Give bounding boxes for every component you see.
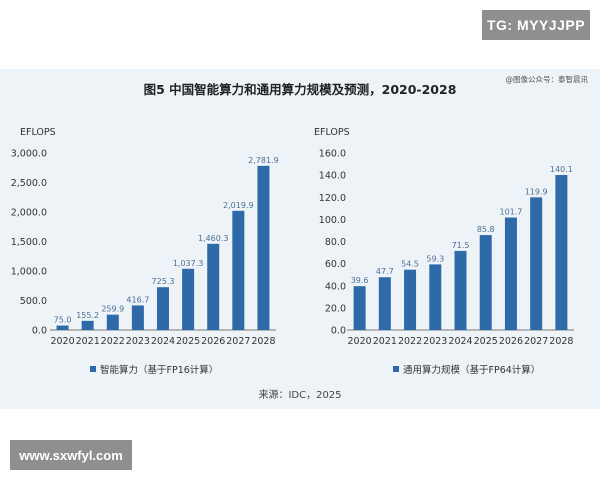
y-tick-label: 160.0 bbox=[319, 149, 346, 160]
bar-data-label: 59.3 bbox=[426, 254, 444, 263]
legend-swatch bbox=[393, 366, 399, 372]
y-tick-label: 2,000.0 bbox=[11, 208, 47, 219]
bar bbox=[56, 325, 69, 330]
chart-intelligent-compute: EFLOPS 0.0 500.0 1,000.0 1,500.0 2,000.0 2,500… bbox=[11, 127, 279, 376]
bar bbox=[81, 320, 94, 330]
bar-data-label: 54.5 bbox=[401, 260, 419, 269]
bar-data-label: 39.6 bbox=[351, 276, 369, 285]
bar bbox=[257, 165, 270, 330]
bar bbox=[207, 243, 220, 330]
bar bbox=[232, 210, 245, 330]
y-tick-label: 60.0 bbox=[325, 259, 346, 270]
bar-data-label: 416.7 bbox=[126, 295, 149, 304]
x-tick-label: 2023 bbox=[423, 336, 447, 347]
y-tick-label: 500.0 bbox=[20, 296, 47, 307]
x-tick-label: 2026 bbox=[201, 336, 225, 347]
bar-data-label: 119.9 bbox=[525, 187, 548, 196]
bar bbox=[353, 286, 366, 330]
y-tick-label: 80.0 bbox=[325, 237, 346, 248]
bar-data-label: 101.7 bbox=[499, 207, 522, 216]
y-tick-label: 1,000.0 bbox=[11, 267, 47, 278]
x-tick-label: 2021 bbox=[76, 336, 100, 347]
bar bbox=[106, 314, 119, 330]
x-tick-label: 2024 bbox=[448, 336, 472, 347]
bar bbox=[378, 277, 391, 330]
x-tick-label: 2021 bbox=[373, 336, 397, 347]
bar bbox=[131, 305, 144, 330]
y-tick-label: 3,000.0 bbox=[11, 149, 47, 160]
x-tick-label: 2025 bbox=[176, 336, 200, 347]
x-tick-label: 2020 bbox=[348, 336, 372, 347]
bar bbox=[530, 197, 543, 330]
legend-swatch bbox=[90, 366, 96, 372]
x-tick-label: 2023 bbox=[126, 336, 150, 347]
y-tick-label: 2,500.0 bbox=[11, 178, 47, 189]
x-tick-label: 2022 bbox=[398, 336, 422, 347]
figure-title: 图5 中国智能算力和通用算力规模及预测，2020-2028 bbox=[143, 82, 457, 97]
bar-data-label: 2,781.9 bbox=[248, 156, 279, 165]
y-tick-label: 0.0 bbox=[331, 326, 346, 337]
legend-entry: 通用算力规模（基于FP64计算） bbox=[403, 364, 540, 376]
figure-source: 来源：IDC，2025 bbox=[258, 390, 342, 401]
x-tick-label: 2027 bbox=[524, 336, 548, 347]
x-tick-label: 2020 bbox=[50, 336, 74, 347]
x-tick-label: 2028 bbox=[549, 336, 573, 347]
bar-data-label: 1,460.3 bbox=[198, 234, 229, 243]
bar-data-label: 1,037.3 bbox=[173, 259, 204, 268]
y-tick-label: 1,500.0 bbox=[11, 237, 47, 248]
bar bbox=[404, 269, 417, 330]
bar-data-label: 725.3 bbox=[152, 277, 175, 286]
bar-data-label: 259.9 bbox=[101, 305, 124, 314]
bar-data-label: 85.8 bbox=[477, 225, 495, 234]
y-unit-label: EFLOPS bbox=[314, 127, 350, 138]
bar-data-label: 140.1 bbox=[550, 165, 573, 174]
figure-credit: @图像公众号：泰智晨讯 bbox=[505, 75, 589, 84]
y-tick-label: 40.0 bbox=[325, 281, 346, 292]
watermark-bottom-left: www.sxwfyl.com bbox=[10, 440, 132, 470]
x-tick-label: 2027 bbox=[226, 336, 250, 347]
x-tick-label: 2024 bbox=[151, 336, 175, 347]
y-unit-label: EFLOPS bbox=[20, 127, 56, 138]
x-tick-label: 2022 bbox=[101, 336, 125, 347]
bar-data-label: 2,019.9 bbox=[223, 201, 254, 210]
x-tick-label: 2026 bbox=[499, 336, 523, 347]
figure-panel: 图5 中国智能算力和通用算力规模及预测，2020-2028 @图像公众号：泰智晨… bbox=[0, 69, 600, 409]
bar bbox=[555, 175, 568, 330]
bar-data-label: 47.7 bbox=[376, 267, 394, 276]
y-tick-label: 20.0 bbox=[325, 303, 346, 314]
bar-data-label: 155.2 bbox=[76, 311, 99, 320]
chart-general-compute: EFLOPS 0.0 20.0 40.0 60.0 80.0 100.0 120.0 140.0… bbox=[314, 127, 574, 376]
y-tick-label: 100.0 bbox=[319, 215, 346, 226]
y-tick-label: 120.0 bbox=[319, 193, 346, 204]
y-tick-label: 140.0 bbox=[319, 171, 346, 182]
x-tick-label: 2028 bbox=[251, 336, 275, 347]
x-tick-label: 2025 bbox=[474, 336, 498, 347]
bar bbox=[479, 235, 492, 330]
bar bbox=[157, 287, 169, 330]
bar bbox=[504, 217, 517, 330]
legend-entry: 智能算力（基于FP16计算） bbox=[100, 364, 218, 376]
bar-data-label: 71.5 bbox=[452, 241, 470, 250]
bar bbox=[429, 264, 442, 330]
y-tick-label: 0.0 bbox=[32, 326, 47, 337]
bar bbox=[454, 250, 467, 330]
bar bbox=[182, 268, 195, 330]
bar-data-label: 75.0 bbox=[54, 316, 72, 325]
watermark-top-right: TG: MYYJJPP bbox=[482, 10, 590, 40]
